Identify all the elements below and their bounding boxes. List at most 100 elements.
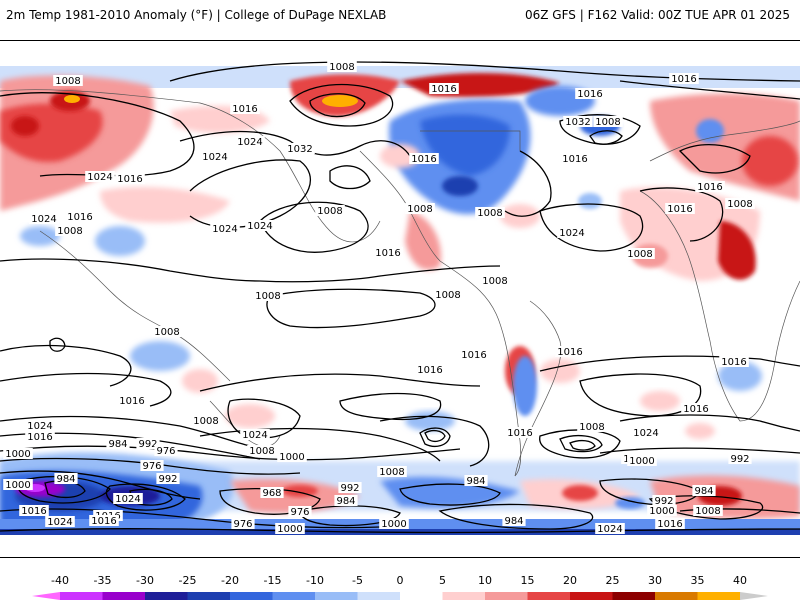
map-title: 2m Temp 1981-2010 Anomaly (°F) | College… — [6, 8, 387, 22]
isobar-label: 976 — [290, 507, 309, 518]
isobar-label-background — [3, 448, 33, 459]
isobar-label-background — [29, 213, 59, 224]
isobar-label: 1016 — [417, 365, 442, 376]
isobar-label: 976 — [233, 519, 252, 530]
isobar-label: 1000 — [5, 480, 30, 491]
isobar-label: 1008 — [482, 276, 507, 287]
isobar-label: 1008 — [193, 416, 218, 427]
isobar-label: 1000 — [5, 449, 30, 460]
isobar-label-background — [652, 495, 676, 506]
isobar-label-background — [85, 171, 115, 182]
isobar-label: 1000 — [279, 452, 304, 463]
isobar-label-background — [327, 61, 357, 72]
isobar-label-background — [245, 220, 275, 231]
isobar-label: 1008 — [379, 467, 404, 478]
anomaly-shading — [0, 66, 800, 557]
isobar-label-background — [45, 516, 75, 527]
colorbar-tick-label: -25 — [179, 574, 197, 587]
colorbar-swatch — [527, 592, 571, 600]
isobar-label: 1024 — [202, 152, 227, 163]
isobar-label: 1016 — [683, 404, 708, 415]
isobar-label-background — [480, 275, 510, 286]
isobar-label: 1032 — [287, 144, 312, 155]
colorbar-swatches — [32, 592, 768, 600]
isobar-label-background — [156, 473, 180, 484]
isobar-label: 1008 — [579, 422, 604, 433]
isobar-label-background — [595, 523, 625, 534]
isobar-label-background — [277, 451, 307, 462]
isobar-label-background — [505, 427, 535, 438]
isobar-label: 1008 — [407, 204, 432, 215]
isobar-label-background — [231, 518, 255, 529]
isobar-label-background — [665, 203, 695, 214]
isobar-label: 1016 — [411, 154, 436, 165]
colorbar-swatch — [357, 592, 401, 600]
isobar-label-background — [117, 395, 147, 406]
isobar-label: 1016 — [431, 84, 456, 95]
isobar-label-background — [288, 506, 312, 517]
isobar-label: 1024 — [87, 172, 112, 183]
isobar-label: 1024 — [242, 430, 267, 441]
isobar-label: 1008 — [154, 327, 179, 338]
isobar-label-background — [338, 482, 362, 493]
colorbar-swatch — [655, 592, 698, 600]
colorbar-tick-label: 15 — [521, 574, 535, 587]
isobar-label-background — [627, 455, 657, 466]
isobar-label-background — [575, 88, 605, 99]
isobar-label-background — [191, 415, 221, 426]
isobar-label: 1008 — [477, 208, 502, 219]
isobar-label: 1016 — [507, 428, 532, 439]
isobar-label: 1000 — [381, 519, 406, 530]
isobar-label: 1008 — [435, 290, 460, 301]
isobar-label-background — [106, 438, 130, 449]
colorbar-tick-label: 5 — [439, 574, 446, 587]
isobar-label-background — [409, 153, 439, 164]
isobar-label-background — [681, 403, 711, 414]
isobar-label-background — [695, 181, 725, 192]
isobar-label-background — [557, 227, 587, 238]
isobar-label: 1008 — [57, 226, 82, 237]
colorbar-low-arrow — [32, 592, 60, 600]
isobar-label-background — [260, 487, 284, 498]
colorbar-swatch — [442, 592, 486, 600]
colorbar-tick-label: 30 — [648, 574, 662, 587]
isobar-label: 1016 — [657, 519, 682, 530]
isobar-label: 1016 — [117, 174, 142, 185]
isobar-label: 1008 — [55, 76, 80, 87]
isobar-label: 1024 — [47, 517, 72, 528]
isobar-label-background — [235, 136, 265, 147]
isobar-label: 1024 — [27, 421, 52, 432]
isobar-label-background — [555, 346, 585, 357]
isobar-label-background — [275, 523, 305, 534]
isobar-label-background — [115, 173, 145, 184]
colorbar-swatch — [145, 592, 188, 600]
model-valid-time: 06Z GFS | F162 Valid: 00Z TUE APR 01 202… — [524, 8, 790, 22]
isobar-label-background — [89, 515, 119, 526]
isobar-label-background — [140, 460, 164, 471]
isobar-label: 1024 — [247, 221, 272, 232]
isobar-label: 992 — [730, 454, 749, 465]
isobar-label-background — [53, 75, 83, 86]
isobar-label-background — [725, 198, 755, 209]
colorbar-tick-label: 10 — [478, 574, 492, 587]
isobar-label-background — [25, 431, 55, 442]
isobar-label-background — [19, 505, 49, 516]
isobar-label: 1032 — [565, 117, 590, 128]
isobar-label-background — [464, 475, 488, 486]
isobar-label: 984 — [336, 496, 355, 507]
isobar-label: 1008 — [249, 446, 274, 457]
colorbar-swatch — [102, 592, 146, 600]
isobar-label-background — [379, 518, 409, 529]
colorbar-tick-label: -10 — [306, 574, 324, 587]
isobar-label: 1008 — [695, 506, 720, 517]
isobar-label: 1016 — [562, 154, 587, 165]
isobar-label-background — [405, 203, 435, 214]
isobar-label: 1024 — [597, 524, 622, 535]
isobar-label-background — [152, 326, 182, 337]
title-bar: 2m Temp 1981-2010 Anomaly (°F) | College… — [0, 0, 800, 30]
colorbar-tick-label: -5 — [352, 574, 363, 587]
isobar-label: 1000 — [649, 506, 674, 517]
colorbar-tick-label: -40 — [51, 574, 69, 587]
isobar-label-background — [475, 207, 505, 218]
isobar-label: 1000 — [629, 456, 654, 467]
